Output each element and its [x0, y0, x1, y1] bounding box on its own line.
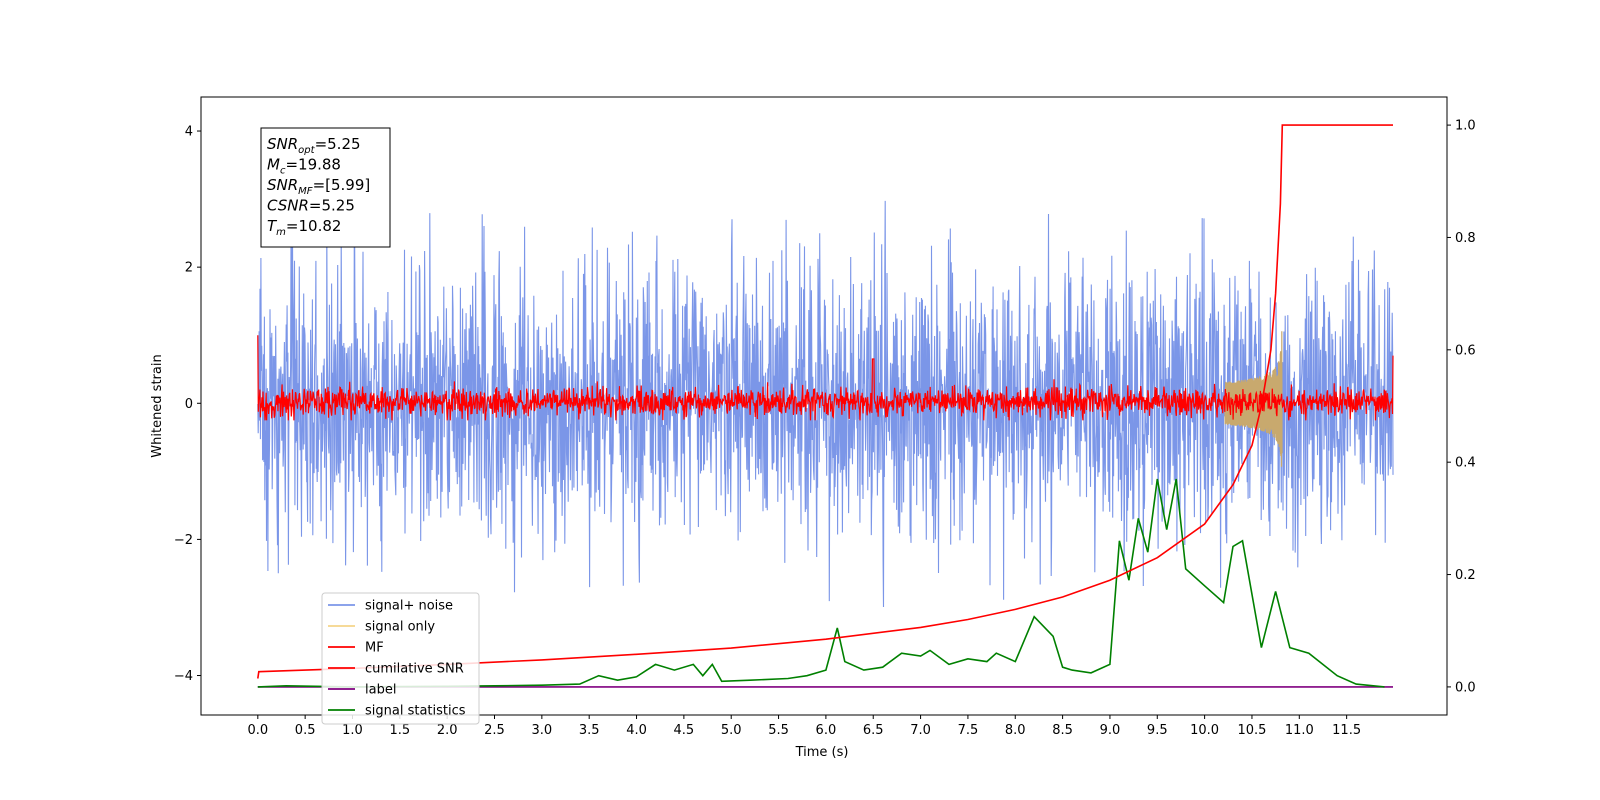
legend-label: signal+ noise: [365, 599, 453, 614]
x-tick-label: 3.5: [579, 723, 600, 738]
annotation-line: Mc=19.88: [267, 156, 341, 177]
annotation-box: SNRopt=5.25Mc=19.88SNRMF=[5.99]CSNR=5.25…: [260, 127, 391, 248]
x-tick-label: 0.0: [247, 723, 268, 738]
legend-label: signal statistics: [365, 704, 466, 719]
x-tick-label: 7.0: [910, 723, 931, 738]
y-right-tick-label: 0.4: [1455, 456, 1476, 471]
annotation-line: CSNR=5.25: [267, 197, 355, 215]
y-left-tick-label: 4: [185, 125, 193, 140]
y-axis-right: 1.0 0.8 0.6 0.4 0.2 0.0: [1447, 119, 1476, 695]
legend-label: label: [365, 683, 396, 698]
x-tick-label: 0.5: [295, 723, 316, 738]
x-tick-label: 5.0: [721, 723, 742, 738]
x-tick-label: 6.5: [863, 723, 884, 738]
y-axis-left: 4 2 0 −2 −4: [174, 125, 201, 684]
x-tick-label: 11.5: [1332, 723, 1361, 738]
x-axis: 0.0 0.5 1.0 1.5 2.0 2.5 3.0 3.5 4.0 4.5 5.0 5.5 6.0 6…: [247, 715, 1361, 738]
y-left-tick-label: −2: [174, 533, 193, 548]
x-tick-label: 1.5: [389, 723, 410, 738]
legend-frame: [321, 592, 480, 725]
mf-series: [257, 335, 1394, 421]
plot-frame: [200, 96, 1448, 716]
x-tick-label: 2.5: [484, 723, 505, 738]
annotation-line: Tm=10.82: [267, 217, 341, 238]
y-left-tick-label: 0: [185, 397, 193, 412]
legend-label: cumilative SNR: [365, 662, 464, 677]
y-right-tick-label: 0.2: [1455, 568, 1476, 583]
annotation-line: SNRopt=5.25: [267, 135, 361, 156]
y-right-tick-label: 0.8: [1455, 231, 1476, 246]
x-tick-label: 5.5: [768, 723, 789, 738]
x-tick-label: 10.0: [1190, 723, 1219, 738]
x-tick-label: 4.0: [626, 723, 647, 738]
x-tick-label: 9.5: [1147, 723, 1168, 738]
x-tick-label: 10.5: [1237, 723, 1266, 738]
x-tick-label: 3.0: [532, 723, 553, 738]
signal-statistics-line: [257, 478, 1385, 688]
x-tick-label: 6.0: [816, 723, 837, 738]
x-tick-label: 7.5: [958, 723, 979, 738]
legend-label: signal only: [365, 620, 435, 635]
y-left-tick-label: 2: [185, 261, 193, 276]
x-tick-label: 8.0: [1005, 723, 1026, 738]
mf-line: [257, 335, 1394, 421]
legend: signal+ noise signal only MF cumilative SNR…: [321, 592, 480, 725]
x-tick-label: 4.5: [674, 723, 695, 738]
y-axis-label: Whitened strain: [150, 354, 165, 457]
x-tick-label: 9.0: [1100, 723, 1121, 738]
y-right-tick-label: 0.0: [1455, 680, 1476, 695]
x-tick-label: 8.5: [1052, 723, 1073, 738]
signal-only-series: [1223, 331, 1283, 467]
cumilative-SNR-line: [257, 124, 1393, 679]
legend-label: MF: [365, 641, 384, 656]
x-tick-label: 2.0: [437, 723, 458, 738]
x-axis-label: Time (s): [795, 745, 849, 760]
signal-only-line: [1223, 331, 1283, 467]
y-left-tick-label: −4: [174, 669, 193, 684]
annotation-frame: [260, 127, 391, 248]
x-tick-label: 11.0: [1285, 723, 1314, 738]
y-right-tick-label: 1.0: [1455, 119, 1476, 134]
y-right-tick-label: 0.6: [1455, 343, 1476, 358]
annotation-line: SNRMF=[5.99]: [267, 176, 370, 197]
x-tick-label: 1.0: [342, 723, 363, 738]
